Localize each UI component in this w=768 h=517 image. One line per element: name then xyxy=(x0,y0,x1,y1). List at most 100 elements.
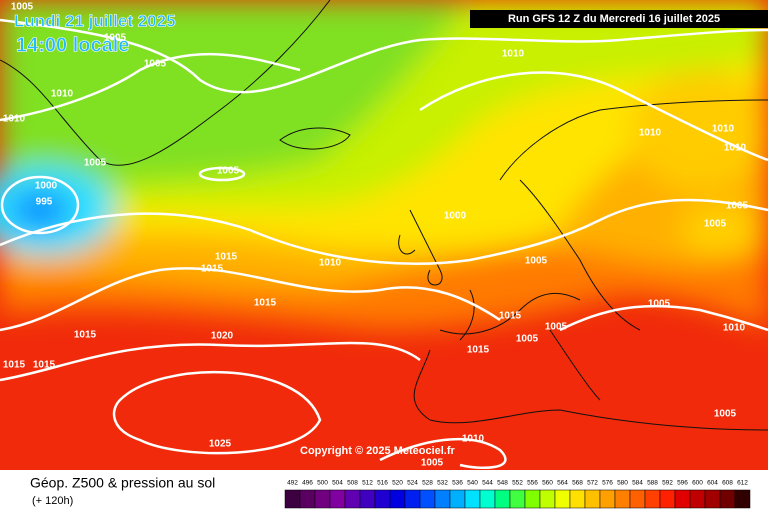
scale-swatch xyxy=(479,489,496,509)
map-background xyxy=(0,0,768,470)
isobar-label: 1020 xyxy=(211,331,234,342)
coastlines xyxy=(0,0,768,431)
scale-swatch xyxy=(359,489,376,509)
scale-swatch xyxy=(404,489,421,509)
forecast-date: Lundi 21 juillet 2025 xyxy=(14,11,176,30)
isobar-label: 1015 xyxy=(201,264,224,275)
scale-label: 608 xyxy=(722,480,733,487)
scale-label: 492 xyxy=(287,480,298,487)
legend-title: Géop. Z500 & pression au sol xyxy=(30,475,215,491)
isobar-label: 1010 xyxy=(723,323,746,334)
scale-label: 516 xyxy=(377,480,388,487)
scale-swatch xyxy=(389,489,406,509)
scale-label: 560 xyxy=(542,480,553,487)
isobar-label: 1010 xyxy=(3,114,26,125)
copyright: Copyright © 2025 Meteociel.fr xyxy=(300,445,456,457)
scale-label: 596 xyxy=(677,480,688,487)
scale-swatch xyxy=(674,489,691,509)
scale-swatch xyxy=(584,489,601,509)
isobar-label: 1015 xyxy=(215,252,238,263)
scale-label: 580 xyxy=(617,480,628,487)
isobar-label: 1005 xyxy=(704,219,727,230)
isobar-label: 1010 xyxy=(502,49,525,60)
scale-swatch xyxy=(509,489,526,509)
isobar-label: 1005 xyxy=(421,458,444,469)
isobar-label: 1010 xyxy=(462,434,485,445)
scale-swatch xyxy=(449,489,466,509)
isobar-label: 1005 xyxy=(217,166,240,177)
scale-swatch xyxy=(644,489,661,509)
isobar-label: 995 xyxy=(36,197,53,208)
run-banner xyxy=(470,10,768,28)
scale-swatch xyxy=(659,489,676,509)
scale-label: 524 xyxy=(407,480,418,487)
isobar-label: 1015 xyxy=(74,330,97,341)
scale-label: 592 xyxy=(662,480,673,487)
scale-label: 564 xyxy=(557,480,568,487)
scale-label: 496 xyxy=(302,480,313,487)
isobar-label: 1010 xyxy=(51,89,74,100)
scale-label: 568 xyxy=(572,480,583,487)
scale-swatch xyxy=(434,489,451,509)
isobar-label: 1005 xyxy=(144,59,167,70)
scale-swatch xyxy=(614,489,631,509)
scale-swatch xyxy=(329,489,346,509)
scale-label: 612 xyxy=(737,480,748,487)
isobar-label: 1005 xyxy=(726,201,749,212)
isobar-label: 1000 xyxy=(444,211,467,222)
scale-label: 576 xyxy=(602,480,613,487)
scale-label: 528 xyxy=(422,480,433,487)
scale-label: 504 xyxy=(332,480,343,487)
scale-swatch xyxy=(629,489,646,509)
scale-swatch xyxy=(599,489,616,509)
isobar-label: 1010 xyxy=(724,143,747,154)
scale-swatch xyxy=(284,489,301,509)
isobar-label: 1005 xyxy=(545,322,568,333)
scale-label: 508 xyxy=(347,480,358,487)
isobar-label: 1005 xyxy=(648,299,671,310)
isobar-label: 1005 xyxy=(11,2,34,13)
scale-swatch xyxy=(464,489,481,509)
isobar-label: 1010 xyxy=(639,128,662,139)
scale-swatch xyxy=(554,489,571,509)
scale-swatch xyxy=(299,489,316,509)
scale-label: 588 xyxy=(647,480,658,487)
isobar-label: 1005 xyxy=(525,256,548,267)
scale-swatch xyxy=(494,489,511,509)
scale-swatch xyxy=(344,489,361,509)
isobar-label: 1005 xyxy=(516,334,539,345)
scale-swatch xyxy=(719,489,736,509)
scale-label: 520 xyxy=(392,480,403,487)
scale-label: 512 xyxy=(362,480,373,487)
isobar-label: 1005 xyxy=(104,33,127,44)
scale-label: 540 xyxy=(467,480,478,487)
isobar-label: 1015 xyxy=(499,311,522,322)
scale-swatch xyxy=(704,489,721,509)
scale-label: 572 xyxy=(587,480,598,487)
isobar-label: 1015 xyxy=(467,345,490,356)
scale-swatch xyxy=(314,489,331,509)
isobar-label: 1010 xyxy=(319,258,342,269)
isobar-label: 1000 xyxy=(35,181,58,192)
isobars xyxy=(0,18,768,469)
forecast-time: 14:00 locale xyxy=(16,34,129,56)
run-label: Run GFS 12 Z du Mercredi 16 juillet 2025 xyxy=(508,13,720,25)
isobar-label: 1015 xyxy=(3,360,26,371)
scale-swatch xyxy=(569,489,586,509)
scale-swatch xyxy=(374,489,391,509)
scale-label: 532 xyxy=(437,480,448,487)
scale-swatch xyxy=(419,489,436,509)
isobar-label: 1015 xyxy=(254,298,277,309)
scale-label: 536 xyxy=(452,480,463,487)
scale-label: 556 xyxy=(527,480,538,487)
lead-time: (+ 120h) xyxy=(32,495,73,507)
isobar-label: 1015 xyxy=(33,360,56,371)
scale-label: 548 xyxy=(497,480,508,487)
scale-swatch xyxy=(734,489,751,509)
isobar-label: 1005 xyxy=(84,158,107,169)
isobar-label: 1010 xyxy=(712,124,735,135)
scale-label: 584 xyxy=(632,480,643,487)
isobar-label: 1005 xyxy=(714,409,737,420)
